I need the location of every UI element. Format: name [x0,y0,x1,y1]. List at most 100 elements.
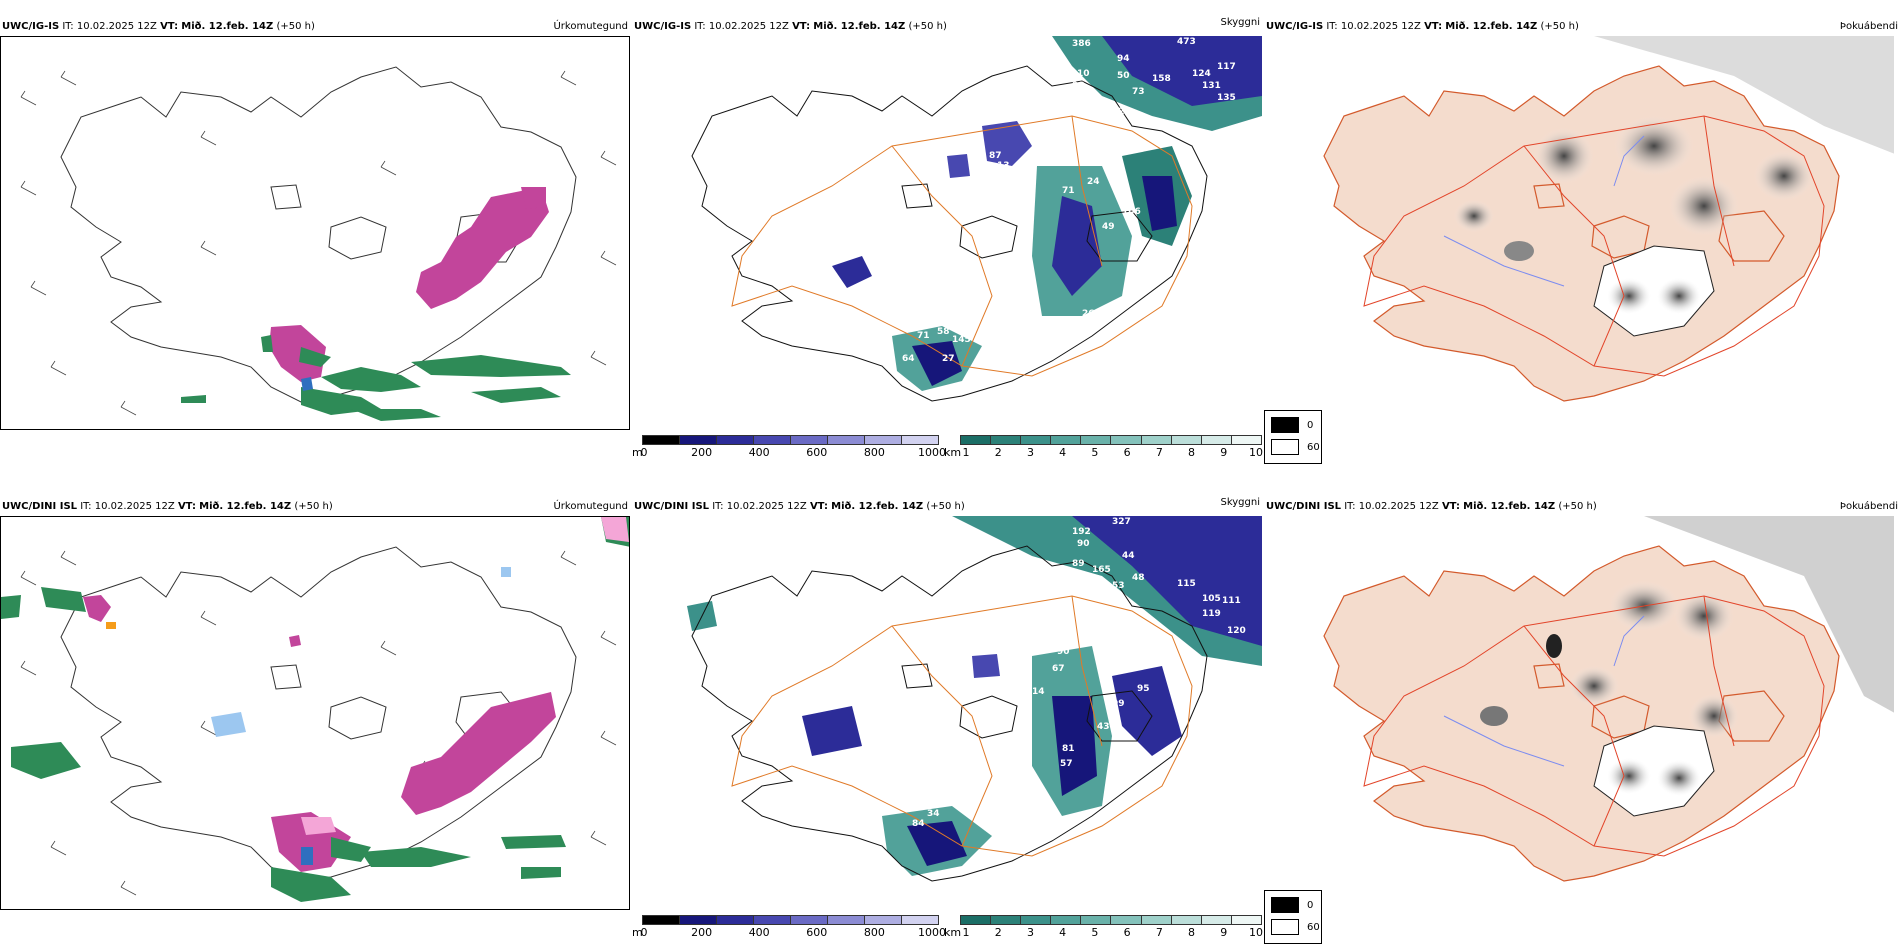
ceiling-label: 119 [1202,609,1221,619]
panel-parameter: Úrkomutegund [553,21,628,32]
scale-bin [1111,436,1142,444]
scale-tick-label: 4 [1059,446,1067,459]
model-name: UWC/DINI ISL [2,501,78,512]
panel-title: UWC/DINI ISL IT: 10.02.2025 12Z VT: Mið.… [2,500,628,514]
map-area[interactable]: 192 327 90 44 89 165 48 53 115 105 111 119 120 97 90 67… [632,516,1262,910]
scale-bin [1231,436,1261,444]
scale-bin [1081,916,1112,924]
ceiling-label: 90 [1077,539,1090,549]
scale-tick-label: 2 [994,926,1002,939]
scale-tick-label: 200 [691,926,713,939]
scale-tick-label: 1000 [918,926,946,939]
ceiling-label: 24 [1087,177,1100,187]
ceiling-label: 327 [1112,517,1131,527]
ceiling-label: 158 [1152,74,1171,84]
vt-label: VT: [160,21,179,32]
scale-bin [1021,916,1052,924]
scale-tick-label: 7 [1155,446,1163,459]
lead-time: (+50 h) [276,21,315,32]
scale-bin [717,916,754,924]
ceiling-label: 100 [912,794,931,804]
visibility-shading [832,36,1262,391]
scale-unit: m [632,446,643,459]
scale-tick-label: 200 [691,446,713,459]
precip-type-panel-dini: UWC/DINI ISL IT: 10.02.2025 12Z VT: Mið.… [0,480,630,950]
ceiling-label: 58 [937,327,950,337]
scale-tick-label: 1000 [918,446,946,459]
map-area[interactable] [1264,36,1894,430]
cloud-key: 0 60 [1264,410,1322,464]
sleet-areas [301,517,629,835]
map-area[interactable] [1264,516,1894,910]
iceland-map [1323,36,1894,402]
scale-tick-label: 6 [1123,446,1131,459]
ceiling-label: 165 [1092,565,1111,575]
scale-unit: m [632,926,643,939]
cloud-key-label: 0 [1307,899,1314,911]
visibility-color-bar [960,435,1262,445]
scale-bin [1201,436,1232,444]
cloud-key-swatch-0 [1271,417,1299,433]
vt-label: VT: [1441,501,1460,512]
cloud-key-swatch-60 [1271,919,1299,935]
scale-bin [1081,436,1112,444]
panel-title: UWC/IG-IS IT: 10.02.2025 12Z VT: Mið. 12… [2,20,628,34]
scale-bin [991,436,1022,444]
it-label: IT: [80,501,92,512]
scale-tick-label: 4 [1059,926,1067,939]
it-value: 10.02.2025 12Z [726,501,807,512]
ceiling-label: 71 [1062,186,1075,196]
ceiling-label: 57 [1060,759,1073,769]
visibility-scale: km 1 2 3 4 5 6 7 8 9 10 [944,435,1263,461]
scale-bin [754,436,791,444]
model-name: UWC/IG-IS [1266,21,1324,32]
ceiling-label: 26 [1082,309,1095,319]
cloud-key-label: 60 [1307,921,1320,933]
scale-tick-label: 10 [1249,926,1263,939]
ceiling-label: 84 [912,819,925,829]
map-area[interactable]: 386 94 473 10 50 158 117 98 73 124 131 72 135 87 13 71 2… [632,36,1262,430]
scale-bin [865,436,902,444]
ceiling-color-bar [642,435,939,445]
it-value: 10.02.2025 12Z [1358,501,1439,512]
ceiling-label: 44 [1122,551,1135,561]
ceiling-label: 192 [1072,527,1091,537]
map-area[interactable]: SúldRigningSlyddaSnjókomaFrostúðiFrostre… [0,516,630,910]
scale-bin [961,436,992,444]
ceiling-label: 131 [1202,81,1221,91]
vt-value: Mið. 12.feb. 14Z [181,21,274,32]
cloud-key: 0 60 [1264,890,1322,944]
scale-tick-label: 600 [806,926,828,939]
ceiling-label: 43 [1097,722,1110,732]
model-name: UWC/IG-IS [2,21,60,32]
ceiling-label: 473 [1177,37,1196,47]
panel-title: UWC/DINI ISL IT: 10.02.2025 12Z VT: Mið.… [634,497,1260,514]
ceiling-label: 71 [917,331,930,341]
ceiling-label: 115 [1177,579,1196,589]
ceiling-label: 386 [1072,39,1091,49]
visibility-panel-ig: UWC/IG-IS IT: 10.02.2025 12Z VT: Mið. 12… [632,0,1262,470]
scale-tick-label: 0 [640,446,648,459]
vt-value: Mið. 12.feb. 14Z [813,21,906,32]
panel-title: UWC/DINI ISL IT: 10.02.2025 12Z VT: Mið.… [1266,500,1898,514]
vt-label: VT: [809,501,828,512]
map-area[interactable]: SúldRigningSlyddaSnjókomaFrostúðiFrostre… [0,36,630,430]
visibility-scale: km 1 2 3 4 5 6 7 8 9 10 [944,915,1263,941]
it-label: IT: [1326,21,1338,32]
visibility-shading [687,516,1262,876]
lead-time: (+50 h) [1558,501,1597,512]
cloud-key-swatch-0 [1271,897,1299,913]
scale-bin [680,436,717,444]
ceiling-label: 49 [1102,222,1115,232]
snow-areas [269,187,549,382]
panel-parameter: Skyggni [1220,17,1260,28]
it-label: IT: [712,501,724,512]
scale-tick-label: 3 [1026,446,1034,459]
rain-areas [181,335,571,421]
ceiling-label: 105 [1202,594,1221,604]
vt-value: Mið. 12.feb. 14Z [1445,21,1538,32]
scale-tick-label: 1 [962,926,970,939]
